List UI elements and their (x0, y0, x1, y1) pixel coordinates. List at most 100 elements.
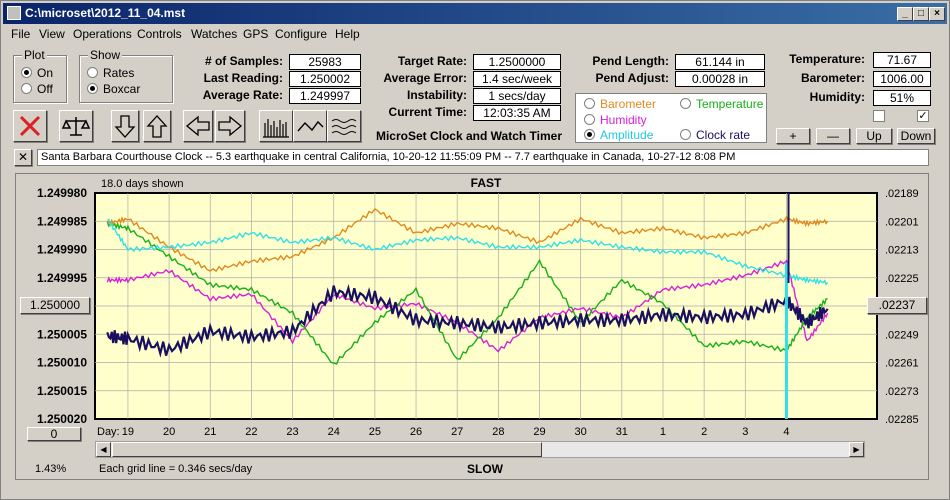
pend-length-field[interactable]: 61.144 in (675, 54, 765, 70)
barometer-radio[interactable]: Barometer (584, 97, 656, 111)
show-group: Show (79, 48, 173, 103)
title-bar[interactable]: C:\microset\2012_11_04.mst _ □ × (3, 3, 947, 24)
y-tick-right: .02285 (885, 414, 919, 426)
x-tick-label: 27 (451, 426, 463, 438)
amplitude-radio[interactable]: Amplitude (584, 128, 653, 142)
humidity-radio[interactable]: Humidity (584, 113, 647, 127)
series-line-clock-rate (106, 283, 829, 358)
last-reading-field: 1.250002 (289, 71, 361, 87)
grid-note: Each grid line = 0.346 secs/day (99, 463, 253, 475)
offset-button[interactable]: 0 (27, 427, 81, 441)
menu-help[interactable]: Help (335, 27, 360, 41)
menu-watches[interactable]: Watches (191, 27, 238, 41)
menu-operations[interactable]: Operations (73, 27, 132, 41)
red-x-icon (19, 115, 41, 137)
clockrate-radio[interactable]: Clock rate (680, 128, 750, 142)
instability-label: Instability: (406, 88, 467, 102)
center-rate-button[interactable]: 1.250000 (20, 297, 90, 314)
amplitude-label: Amplitude (600, 128, 654, 142)
radio-icon (21, 83, 32, 94)
y-tick-right: .02213 (885, 245, 919, 257)
rate-chart[interactable]: 1.249980 .02189 1.249985 .02201 1.249990 .022… (15, 173, 929, 480)
menu-file[interactable]: File (11, 27, 31, 41)
x-tick-label: 30 (575, 426, 587, 438)
minimize-icon[interactable]: _ (897, 7, 913, 21)
close-icon[interactable]: × (929, 7, 945, 21)
y-tick-right: .02261 (885, 358, 919, 370)
radio-icon (680, 129, 691, 140)
checkbox-right[interactable]: ✓ (917, 110, 929, 122)
show-boxcar-radio[interactable]: Boxcar (87, 82, 140, 96)
wave-view-button[interactable] (327, 110, 361, 142)
down-arrow-button[interactable] (111, 110, 139, 142)
app-name: MicroSet Clock and Watch Timer (375, 129, 563, 143)
day-label: Day: (97, 426, 120, 438)
menu-bar: File View Operations Controls Watches GP… (3, 25, 947, 43)
avg-error-field: 1.4 sec/week (473, 71, 561, 87)
plot-off-radio[interactable]: Off (21, 82, 53, 96)
up-arrow-button[interactable] (143, 110, 171, 142)
menu-controls[interactable]: Controls (137, 27, 182, 41)
plot-on-label: On (37, 66, 54, 80)
menu-view[interactable]: View (39, 27, 65, 41)
checkbox-left[interactable] (873, 110, 885, 122)
time-scrollbar[interactable]: ◀ ▶ (95, 441, 865, 458)
x-tick-label: 2 (701, 426, 707, 438)
temperature-reading-field: 71.67 (873, 52, 931, 68)
humidity-reading-field: 51% (873, 90, 931, 106)
days-shown-label: 18.0 days shown (101, 178, 184, 190)
y-tick-right: .02189 (885, 188, 919, 200)
scroll-right-icon[interactable]: ▶ (849, 442, 864, 457)
stop-button[interactable] (13, 110, 47, 142)
radio-icon (680, 98, 691, 109)
right-arrow-icon (218, 115, 243, 137)
y-tick-left: 1.249990 (37, 243, 87, 257)
down-arrow-icon (114, 115, 136, 138)
x-tick-label: 21 (204, 426, 216, 438)
left-arrow-button[interactable] (183, 110, 213, 142)
y-tick-right: .02201 (885, 216, 919, 228)
bars-view-button[interactable] (259, 110, 293, 142)
scroll-thumb[interactable] (112, 442, 542, 457)
center-amplitude-button[interactable]: .02237 (867, 297, 927, 314)
barometer-label: Barometer (600, 97, 657, 111)
series-line-amplitude (107, 218, 829, 286)
sensor-select-box: Barometer Temperature Humidity Amplitude… (575, 93, 767, 143)
avg-error-label: Average Error: (383, 71, 467, 85)
y-tick-left: 1.250005 (37, 327, 87, 341)
temperature-radio[interactable]: Temperature (680, 97, 763, 111)
maximize-icon[interactable]: □ (913, 7, 929, 21)
show-rates-radio[interactable]: Rates (87, 66, 134, 80)
humidity-reading-label: Humidity: (809, 90, 865, 104)
minus-button[interactable]: — (816, 128, 850, 144)
down-button[interactable]: Down (897, 128, 935, 144)
balance-button[interactable] (59, 110, 93, 142)
x-tick-label: 24 (328, 426, 340, 438)
plus-button[interactable]: + (776, 128, 810, 144)
radio-icon (584, 114, 595, 125)
up-button[interactable]: Up (856, 128, 892, 144)
x-tick-label: 4 (783, 426, 789, 438)
menu-gps[interactable]: GPS (243, 27, 269, 41)
samples-label: # of Samples: (204, 54, 283, 68)
plot-group: Plot (13, 48, 67, 103)
news-ticker: Santa Barbara Courthouse Clock -- 5.3 ea… (37, 149, 929, 166)
scroll-left-icon[interactable]: ◀ (96, 442, 111, 457)
y-tick-left: 1.249995 (37, 271, 87, 285)
current-time-field: 12:03:35 AM (473, 105, 561, 121)
plot-on-radio[interactable]: On (21, 66, 53, 80)
right-arrow-button[interactable] (215, 110, 245, 142)
menu-configure[interactable]: Configure (275, 27, 328, 41)
x-tick-label: 23 (286, 426, 298, 438)
radio-selected-icon (87, 83, 98, 94)
close-ticker-button[interactable]: ✕ (14, 149, 32, 166)
fast-label: FAST (471, 176, 502, 190)
pend-adjust-field: 0.00028 in (675, 71, 765, 87)
line-view-button[interactable] (293, 110, 327, 142)
series-line-barometer (106, 207, 829, 273)
x-tick-label: 19 (122, 426, 134, 438)
line-graph-icon (297, 120, 324, 132)
target-rate-field[interactable]: 1.2500000 (473, 54, 561, 70)
slow-label: SLOW (467, 462, 503, 476)
